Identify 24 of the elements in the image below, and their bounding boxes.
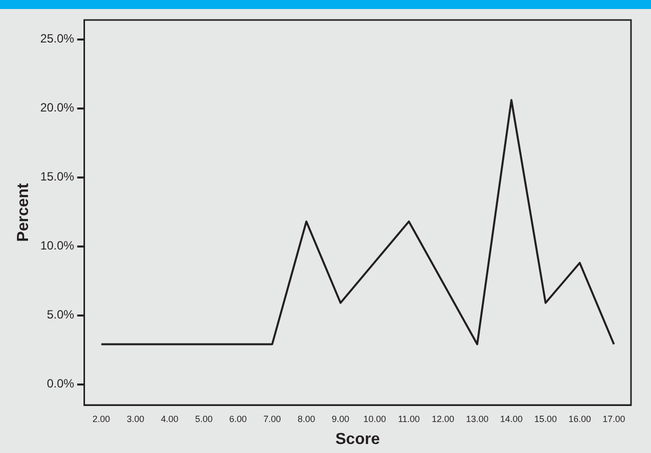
y-tick-label: 10.0% — [40, 238, 75, 253]
x-tick-label: 3.00 — [126, 414, 144, 424]
y-tick-label: 5.0% — [46, 308, 75, 322]
x-tick-label: 4.00 — [160, 414, 178, 424]
x-axis-title: Score — [335, 430, 380, 448]
x-tick-label: 7.00 — [263, 414, 281, 424]
y-tick-label: 25.0% — [40, 32, 75, 46]
y-tick-label: 20.0% — [40, 100, 75, 115]
x-tick-label: 2.00 — [92, 414, 110, 424]
y-tick-label: 0.0% — [46, 376, 75, 391]
x-tick-label: 15.00 — [534, 414, 557, 424]
x-tick-label: 17.00 — [602, 414, 626, 424]
x-tick-label: 10.00 — [363, 414, 386, 424]
x-tick-label: 6.00 — [229, 414, 247, 424]
x-tick-label: 5.00 — [195, 414, 213, 424]
x-tick-label: 16.00 — [568, 414, 592, 424]
y-tick-label: 15.0% — [40, 170, 75, 184]
x-tick-label: 12.00 — [432, 414, 454, 424]
x-tick-label: 13.00 — [466, 414, 488, 424]
x-tick-label: 11.00 — [398, 414, 420, 424]
x-tick-label: 9.00 — [332, 414, 350, 424]
y-axis-title: Percent — [15, 182, 32, 242]
x-tick-label: 8.00 — [298, 414, 316, 424]
x-tick-label: 14.00 — [500, 414, 523, 424]
